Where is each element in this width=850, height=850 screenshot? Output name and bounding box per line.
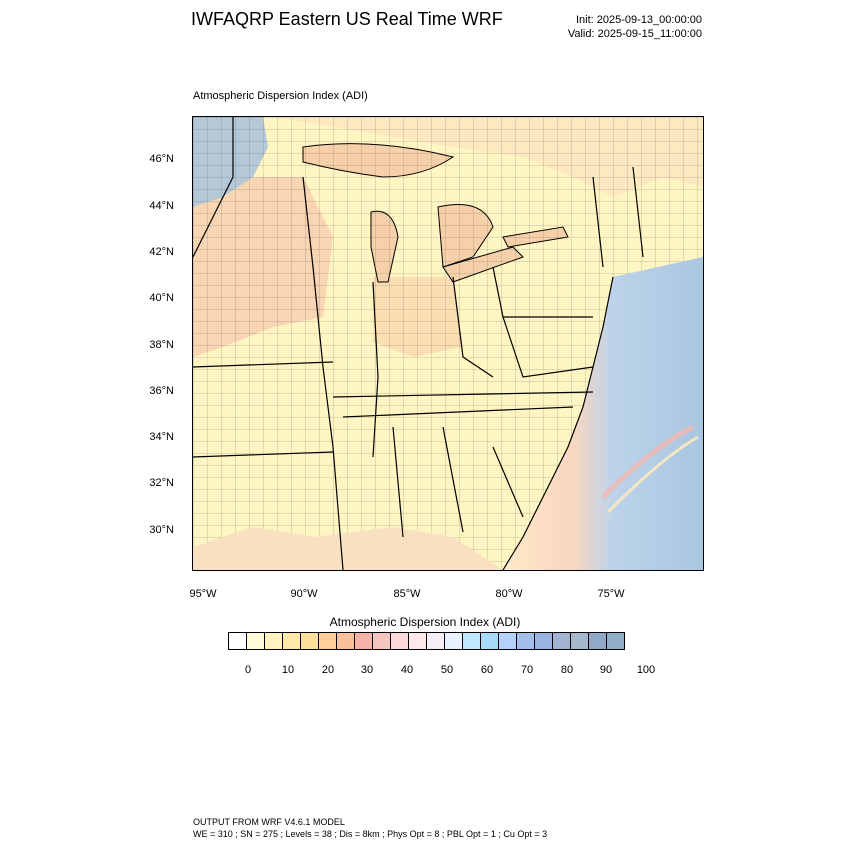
colorbar-cell <box>570 632 589 650</box>
colorbar-cell <box>354 632 373 650</box>
colorbar-label: 10 <box>281 664 295 676</box>
colorbar-cell <box>462 632 481 650</box>
colorbar-cell <box>534 632 553 650</box>
chart-title: IWFAQRP Eastern US Real Time WRF <box>191 9 503 29</box>
colorbar-label: 60 <box>480 664 494 676</box>
colorbar-cell <box>588 632 607 650</box>
map-canvas <box>193 117 703 570</box>
lon-label: 95°W <box>189 588 217 600</box>
lat-label: 40°N <box>149 292 174 304</box>
lon-label: 85°W <box>393 588 421 600</box>
lat-label: 44°N <box>149 200 174 212</box>
colorbar-cell <box>228 632 247 650</box>
footer-line-1: OUTPUT FROM WRF V4.6.1 MODEL <box>193 817 345 827</box>
colorbar-cell <box>498 632 517 650</box>
colorbar-cell <box>264 632 283 650</box>
state-boundaries <box>193 117 644 570</box>
colorbar-label: 20 <box>321 664 335 676</box>
lat-label: 46°N <box>149 153 174 165</box>
time-info: Init: 2025-09-13_00:00:00 Valid: 2025-09… <box>568 13 702 41</box>
footer-line-2: WE = 310 ; SN = 275 ; Levels = 38 ; Dis … <box>193 829 548 839</box>
colorbar-cell <box>444 632 463 650</box>
colorbar-cell <box>300 632 319 650</box>
lon-label: 90°W <box>290 588 318 600</box>
adi-map <box>192 116 704 571</box>
colorbar-label: 100 <box>636 664 656 676</box>
colorbar-label: 90 <box>599 664 613 676</box>
lat-label: 32°N <box>149 477 174 489</box>
offshore-band-2 <box>606 435 699 514</box>
lat-label: 42°N <box>149 246 174 258</box>
colorbar-cell <box>606 632 625 650</box>
colorbar-label: 80 <box>560 664 574 676</box>
colorbar-label: 30 <box>360 664 374 676</box>
colorbar-cell <box>480 632 499 650</box>
colorbar-cell <box>390 632 409 650</box>
colorbar-cell <box>246 632 265 650</box>
lon-label: 75°W <box>597 588 625 600</box>
init-time: Init: 2025-09-13_00:00:00 <box>576 14 702 26</box>
colorbar-label: 0 <box>244 664 252 676</box>
colorbar-cell <box>318 632 337 650</box>
colorbar-title: Atmospheric Dispersion Index (ADI) <box>329 615 521 629</box>
model-footer: OUTPUT FROM WRF V4.6.1 MODEL WE = 310 ; … <box>193 816 547 840</box>
county-boundaries <box>193 117 703 570</box>
colorbar-cell <box>372 632 391 650</box>
colorbar-cell <box>336 632 355 650</box>
colorbar-cell <box>408 632 427 650</box>
colorbar-label: 40 <box>400 664 414 676</box>
colorbar-cell <box>282 632 301 650</box>
lat-label: 36°N <box>149 385 174 397</box>
colorbar-cell <box>552 632 571 650</box>
gulf-of-mexico <box>193 527 503 570</box>
valid-time: Valid: 2025-09-15_11:00:00 <box>567 28 702 40</box>
lat-label: 34°N <box>149 431 174 443</box>
lon-label: 80°W <box>495 588 523 600</box>
colorbar-cell <box>426 632 445 650</box>
map-field-label: Atmospheric Dispersion Index (ADI) <box>193 90 368 102</box>
colorbar-cell <box>516 632 535 650</box>
lat-label: 38°N <box>149 339 174 351</box>
colorbar <box>228 632 625 650</box>
lat-label: 30°N <box>149 524 174 536</box>
atlantic-ocean <box>503 257 703 570</box>
offshore-band <box>601 424 695 499</box>
colorbar-label: 70 <box>520 664 534 676</box>
atlantic-coastline <box>502 276 614 570</box>
colorbar-label: 50 <box>440 664 454 676</box>
